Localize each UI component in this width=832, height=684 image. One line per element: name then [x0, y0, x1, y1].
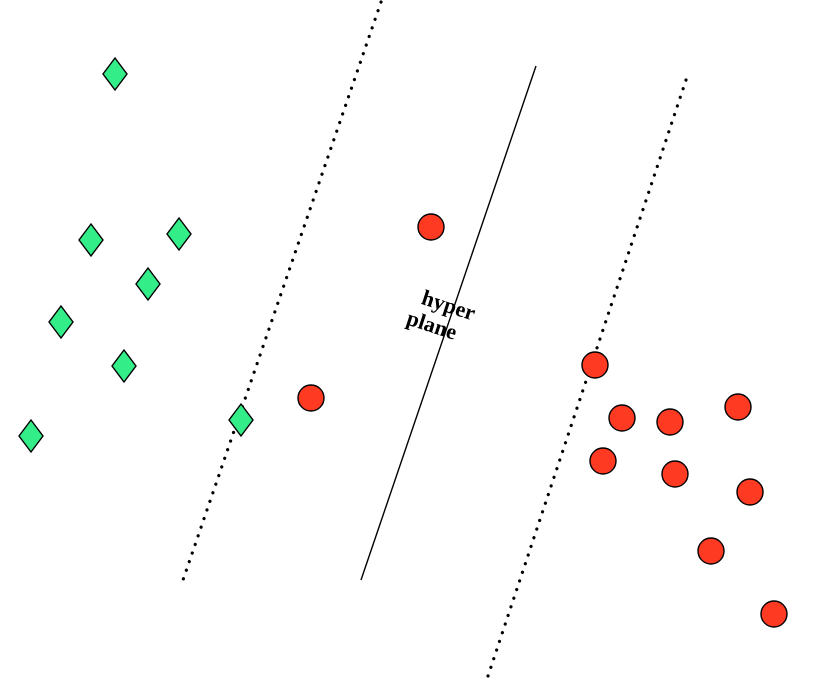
- right-margin-line: [484, 78, 688, 684]
- circle-point: [760, 600, 788, 628]
- diamond-point: [48, 304, 74, 340]
- diamond-point: [111, 348, 137, 384]
- diamond-point: [18, 418, 44, 454]
- circle-point: [697, 537, 725, 565]
- circle-point: [581, 351, 609, 379]
- circle-point: [589, 447, 617, 475]
- circle-point: [736, 478, 764, 506]
- circle-point: [417, 213, 445, 241]
- diamond-point: [228, 402, 254, 438]
- hyperplane-label: hyper plane: [404, 285, 479, 345]
- class-b-points: [297, 213, 788, 628]
- circle-point: [724, 393, 752, 421]
- circle-point: [608, 404, 636, 432]
- circle-point: [661, 460, 689, 488]
- circle-point: [297, 384, 325, 412]
- diamond-point: [135, 266, 161, 302]
- left-margin-line: [181, 0, 383, 582]
- circle-point: [656, 408, 684, 436]
- diamond-point: [78, 222, 104, 258]
- class-a-points: [18, 56, 254, 454]
- diamond-point: [102, 56, 128, 92]
- hyperplane-line: [360, 65, 537, 581]
- diamond-point: [166, 216, 192, 252]
